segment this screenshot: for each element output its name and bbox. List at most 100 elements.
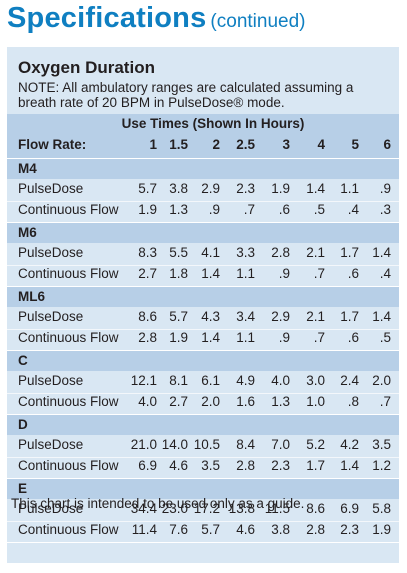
section-band — [7, 287, 399, 307]
section-heading: Oxygen Duration — [18, 58, 155, 77]
section-name: ML6 — [18, 289, 45, 304]
use-times-label: Use Times (Shown In Hours) — [121, 116, 305, 131]
duration-cell: 1.7 — [340, 309, 359, 324]
duration-cell: 3.5 — [201, 458, 220, 473]
ambulatory-note: NOTE: All ambulatory ranges are calculat… — [18, 80, 354, 110]
duration-cell: .6 — [278, 202, 290, 217]
duration-cell: 1.4 — [372, 309, 391, 324]
duration-cell: 3.3 — [236, 245, 255, 260]
duration-cell: 2.3 — [236, 181, 255, 196]
duration-cell: 1.8 — [169, 266, 188, 281]
section-divider — [7, 286, 399, 287]
duration-cell: 13.8 — [228, 501, 255, 516]
section-band — [7, 159, 399, 179]
duration-cell: .7 — [313, 266, 325, 281]
section-divider — [7, 478, 399, 479]
section-band — [7, 223, 399, 243]
duration-cell: .3 — [379, 202, 391, 217]
duration-cell: 11.5 — [264, 501, 290, 516]
row-divider — [7, 393, 399, 394]
column-header-4: 4 — [317, 137, 325, 152]
row-label: Continuous Flow — [18, 394, 119, 409]
duration-cell: 5.7 — [138, 181, 157, 196]
duration-cell: 1.4 — [201, 330, 220, 345]
duration-cell: 2.8 — [236, 458, 255, 473]
duration-cell: 6.9 — [340, 501, 359, 516]
duration-cell: 4.3 — [201, 309, 220, 324]
duration-cell: .4 — [347, 202, 359, 217]
duration-cell: 5.2 — [306, 437, 325, 452]
duration-cell: 5.7 — [169, 309, 188, 324]
duration-cell: 14.0 — [161, 437, 188, 452]
duration-cell: .9 — [379, 181, 391, 196]
duration-cell: .5 — [313, 202, 325, 217]
duration-cell: 4.9 — [236, 373, 255, 388]
guide-footnote: This chart is intended to be used only a… — [11, 496, 305, 511]
duration-cell: 23.0 — [161, 501, 188, 516]
duration-cell: 2.3 — [340, 522, 359, 537]
duration-cell: 4.6 — [169, 458, 188, 473]
column-header-1.5: 1.5 — [169, 137, 188, 152]
duration-cell: 6.9 — [138, 458, 157, 473]
duration-cell: 4.0 — [271, 373, 290, 388]
row-label: Continuous Flow — [18, 330, 119, 345]
column-header-1: 1 — [149, 137, 157, 152]
duration-cell: 2.4 — [340, 373, 359, 388]
row-label: Continuous Flow — [18, 202, 119, 217]
duration-cell: 4.1 — [201, 245, 220, 260]
duration-cell: 2.7 — [138, 266, 157, 281]
duration-cell: .9 — [278, 266, 290, 281]
row-divider — [7, 265, 399, 266]
row-divider — [7, 457, 399, 458]
duration-cell: 2.0 — [372, 373, 391, 388]
section-name: M6 — [18, 225, 37, 240]
section-name: M4 — [18, 161, 37, 176]
duration-cell: 34.4 — [130, 501, 157, 516]
duration-cell: 7.0 — [271, 437, 290, 452]
row-label: PulseDose — [18, 373, 84, 388]
section-band — [7, 351, 399, 371]
duration-cell: 1.3 — [169, 202, 188, 217]
duration-cell: .7 — [313, 330, 325, 345]
section-name: D — [18, 417, 28, 432]
duration-cell: 1.4 — [340, 458, 359, 473]
duration-cell: 1.9 — [169, 330, 188, 345]
row-label: Continuous Flow — [18, 458, 119, 473]
section-name: E — [18, 481, 28, 496]
column-header-5: 5 — [351, 137, 359, 152]
duration-cell: 2.7 — [169, 394, 188, 409]
column-header-3: 3 — [282, 137, 290, 152]
duration-cell: .9 — [278, 330, 290, 345]
duration-cell: 21.0 — [130, 437, 157, 452]
duration-cell: 8.3 — [138, 245, 157, 260]
duration-cell: 6.1 — [201, 373, 220, 388]
duration-cell: 1.1 — [340, 181, 359, 196]
duration-cell: 2.8 — [271, 245, 290, 260]
header-divider — [7, 158, 399, 159]
row-label: Continuous Flow — [18, 266, 119, 281]
duration-cell: 2.1 — [306, 245, 325, 260]
duration-cell: 3.0 — [306, 373, 325, 388]
duration-cell: 1.9 — [372, 522, 391, 537]
duration-cell: 5.7 — [201, 522, 220, 537]
duration-cell: 10.5 — [193, 437, 220, 452]
section-band — [7, 479, 399, 499]
duration-cell: 5.8 — [372, 501, 391, 516]
section-divider — [7, 222, 399, 223]
flow-rate-label: Flow Rate: — [18, 137, 87, 152]
duration-cell: 3.5 — [372, 437, 391, 452]
duration-cell: 2.9 — [271, 309, 290, 324]
duration-cell: 3.4 — [236, 309, 255, 324]
row-label: PulseDose — [18, 501, 84, 516]
duration-cell: 12.1 — [130, 373, 157, 388]
duration-cell: 1.4 — [372, 245, 391, 260]
section-divider — [7, 414, 399, 415]
duration-cell: 1.1 — [236, 266, 255, 281]
row-divider — [7, 329, 399, 330]
duration-cell: 1.4 — [306, 181, 325, 196]
column-header-6: 6 — [383, 137, 391, 152]
duration-cell: 8.1 — [169, 373, 188, 388]
row-label: PulseDose — [18, 309, 84, 324]
duration-cell: 4.6 — [236, 522, 255, 537]
page-title-sub: (continued) — [210, 11, 306, 32]
